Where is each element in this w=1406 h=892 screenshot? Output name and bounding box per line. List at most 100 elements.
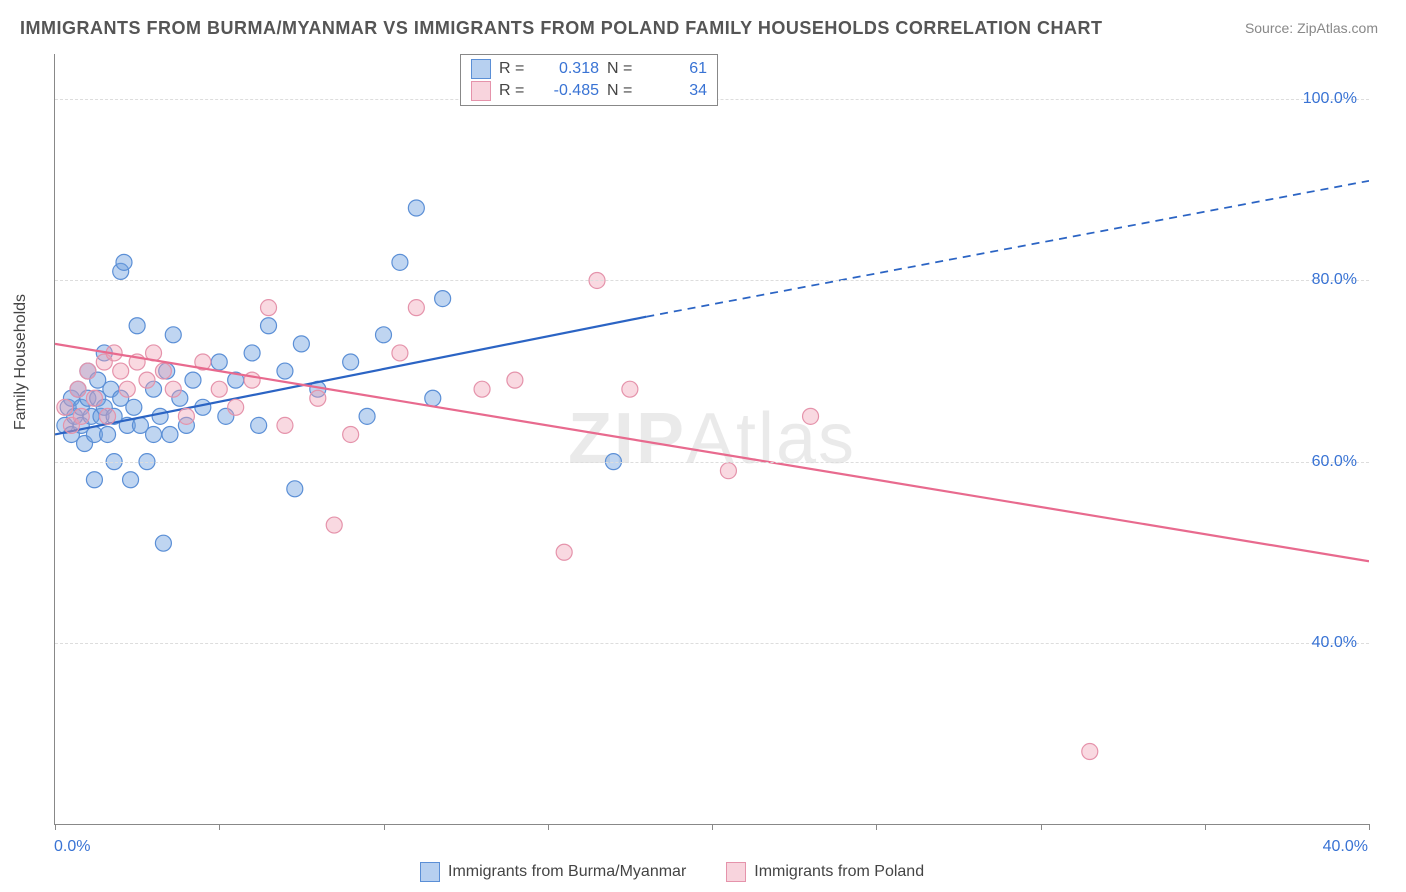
data-point	[408, 200, 424, 216]
trend-line	[55, 344, 1369, 561]
data-point	[359, 408, 375, 424]
data-point	[57, 399, 73, 415]
legend-series-label: Immigrants from Poland	[754, 863, 924, 881]
legend-swatch	[726, 862, 746, 882]
legend-n-label: N =	[607, 82, 639, 100]
data-point	[126, 399, 142, 415]
legend-series-item: Immigrants from Burma/Myanmar	[420, 862, 686, 882]
data-point	[287, 481, 303, 497]
legend-swatch	[471, 59, 491, 79]
data-point	[116, 254, 132, 270]
data-point	[211, 381, 227, 397]
x-tick-mark	[1369, 824, 1370, 830]
data-point	[146, 426, 162, 442]
source-label: Source: ZipAtlas.com	[1245, 20, 1378, 36]
data-point	[277, 417, 293, 433]
x-tick-mark	[1041, 824, 1042, 830]
data-point	[165, 327, 181, 343]
data-point	[129, 318, 145, 334]
data-point	[556, 544, 572, 560]
data-point	[1082, 744, 1098, 760]
data-point	[244, 345, 260, 361]
legend-row: R = -0.485 N = 34	[471, 80, 707, 102]
legend-n-label: N =	[607, 60, 639, 78]
legend-r-label: R =	[499, 60, 531, 78]
data-point	[86, 472, 102, 488]
y-tick-label: 100.0%	[1303, 90, 1357, 108]
data-point	[261, 318, 277, 334]
data-point	[155, 535, 171, 551]
data-point	[392, 345, 408, 361]
x-tick-mark	[712, 824, 713, 830]
x-tick-mark	[219, 824, 220, 830]
data-point	[408, 300, 424, 316]
data-point	[178, 408, 194, 424]
legend-row: R = 0.318 N = 61	[471, 58, 707, 80]
y-tick-label: 40.0%	[1312, 634, 1357, 652]
data-point	[293, 336, 309, 352]
data-point	[343, 354, 359, 370]
legend-swatch	[420, 862, 440, 882]
data-point	[326, 517, 342, 533]
data-point	[100, 408, 116, 424]
data-point	[162, 426, 178, 442]
data-point	[435, 291, 451, 307]
x-tick-mark	[1205, 824, 1206, 830]
data-point	[803, 408, 819, 424]
data-point	[310, 390, 326, 406]
data-point	[425, 390, 441, 406]
data-point	[86, 390, 102, 406]
data-point	[123, 472, 139, 488]
data-point	[211, 354, 227, 370]
legend-correlation: R = 0.318 N = 61 R = -0.485 N = 34	[460, 54, 718, 106]
gridline	[55, 462, 1369, 463]
legend-series: Immigrants from Burma/Myanmar Immigrants …	[420, 862, 924, 882]
data-point	[165, 381, 181, 397]
plot-area: ZIPAtlas 40.0%60.0%80.0%100.0%	[54, 54, 1369, 825]
data-point	[507, 372, 523, 388]
legend-r-label: R =	[499, 82, 531, 100]
data-point	[113, 363, 129, 379]
data-point	[100, 426, 116, 442]
data-point	[70, 381, 86, 397]
legend-series-item: Immigrants from Poland	[726, 862, 924, 882]
chart-title: IMMIGRANTS FROM BURMA/MYANMAR VS IMMIGRA…	[20, 18, 1103, 39]
data-point	[622, 381, 638, 397]
x-tick-mark	[55, 824, 56, 830]
data-point	[251, 417, 267, 433]
x-tick-label: 40.0%	[1323, 838, 1368, 856]
legend-swatch	[471, 81, 491, 101]
y-tick-label: 80.0%	[1312, 271, 1357, 289]
legend-n-value: 61	[647, 60, 707, 78]
data-point	[720, 463, 736, 479]
gridline	[55, 643, 1369, 644]
trend-line-extrapolated	[646, 181, 1369, 317]
data-point	[277, 363, 293, 379]
chart-svg	[55, 54, 1369, 824]
legend-r-value: 0.318	[539, 60, 599, 78]
data-point	[228, 399, 244, 415]
data-point	[155, 363, 171, 379]
x-tick-mark	[548, 824, 549, 830]
x-tick-mark	[876, 824, 877, 830]
data-point	[474, 381, 490, 397]
data-point	[376, 327, 392, 343]
data-point	[261, 300, 277, 316]
x-tick-mark	[384, 824, 385, 830]
legend-n-value: 34	[647, 82, 707, 100]
data-point	[119, 381, 135, 397]
legend-r-value: -0.485	[539, 82, 599, 100]
data-point	[80, 363, 96, 379]
data-point	[152, 408, 168, 424]
data-point	[343, 426, 359, 442]
data-point	[392, 254, 408, 270]
legend-series-label: Immigrants from Burma/Myanmar	[448, 863, 686, 881]
y-axis-label: Family Households	[12, 294, 30, 430]
x-tick-label: 0.0%	[54, 838, 90, 856]
gridline	[55, 280, 1369, 281]
data-point	[73, 408, 89, 424]
data-point	[195, 399, 211, 415]
data-point	[139, 372, 155, 388]
y-tick-label: 60.0%	[1312, 453, 1357, 471]
data-point	[185, 372, 201, 388]
